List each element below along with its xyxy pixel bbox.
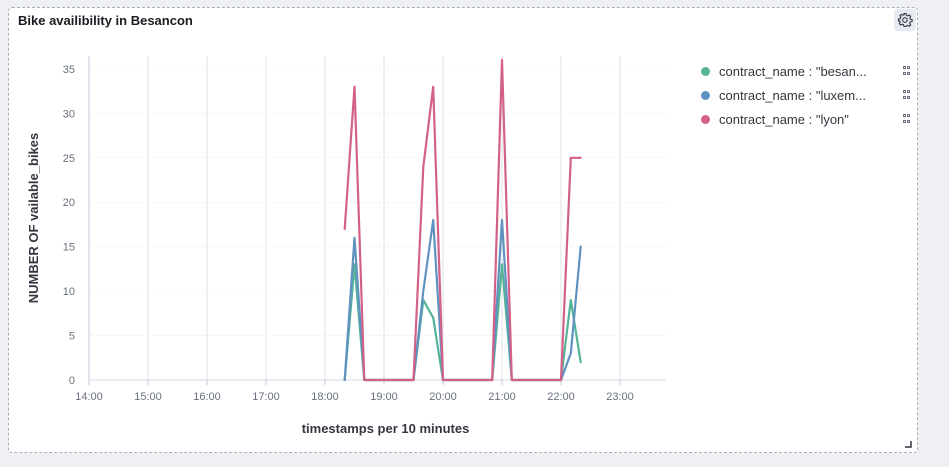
y-tick-label: 15 [63, 242, 75, 254]
y-tick-label: 25 [63, 153, 75, 165]
x-tick-label: 20:00 [429, 391, 457, 403]
visualization-panel: Bike availibility in Besancon 0 5 10 15 20 25… [8, 7, 918, 453]
legend-swatch [701, 114, 710, 124]
gear-icon [897, 12, 913, 28]
legend-options-icon[interactable] [903, 90, 911, 100]
legend-swatch [701, 90, 710, 100]
legend-item-besancon[interactable]: contract_name : "besan... [701, 59, 911, 83]
x-tick-label: 22:00 [547, 391, 575, 403]
legend-item-luxembourg[interactable]: contract_name : "luxem... [701, 83, 911, 107]
legend-item-lyon[interactable]: contract_name : "lyon" [701, 107, 911, 131]
legend-swatch [701, 66, 710, 76]
legend-label: contract_name : "luxem... [719, 87, 866, 103]
legend-options-icon[interactable] [903, 114, 911, 124]
x-tick-label: 18:00 [311, 391, 339, 403]
y-tick-label: 0 [69, 375, 75, 387]
chart-legend: contract_name : "besan... contract_name … [701, 59, 911, 131]
resize-handle-icon[interactable] [905, 441, 912, 448]
y-tick-label: 5 [69, 331, 75, 343]
series-line-2 [343, 58, 582, 382]
y-tick-label: 20 [63, 197, 75, 209]
series-line-0 [343, 263, 582, 382]
legend-label: contract_name : "lyon" [719, 111, 849, 127]
x-tick-label: 19:00 [370, 391, 398, 403]
x-tick-label: 17:00 [252, 391, 280, 403]
settings-button[interactable] [894, 9, 916, 31]
y-tick-label: 30 [63, 108, 75, 120]
series-line-1 [343, 218, 582, 382]
x-tick-label: 16:00 [193, 391, 221, 403]
x-tick-label: 23:00 [606, 391, 634, 403]
panel-title: Bike availibility in Besancon [18, 13, 193, 28]
y-tick-label: 35 [63, 64, 75, 76]
line-chart: 0 5 10 15 20 25 30 35 14:00 15:00 16:00 17:00 18:00 1… [26, 56, 666, 436]
x-tick-label: 15:00 [134, 391, 162, 403]
x-tick-label: 14:00 [75, 391, 103, 403]
y-tick-label: 10 [63, 286, 75, 298]
y-axis-title: NUMBER OF vailable_bikes [26, 133, 41, 304]
legend-options-icon[interactable] [903, 66, 911, 76]
x-tick-label: 21:00 [488, 391, 516, 403]
x-axis-title: timestamps per 10 minutes [302, 421, 470, 436]
legend-label: contract_name : "besan... [719, 63, 867, 79]
